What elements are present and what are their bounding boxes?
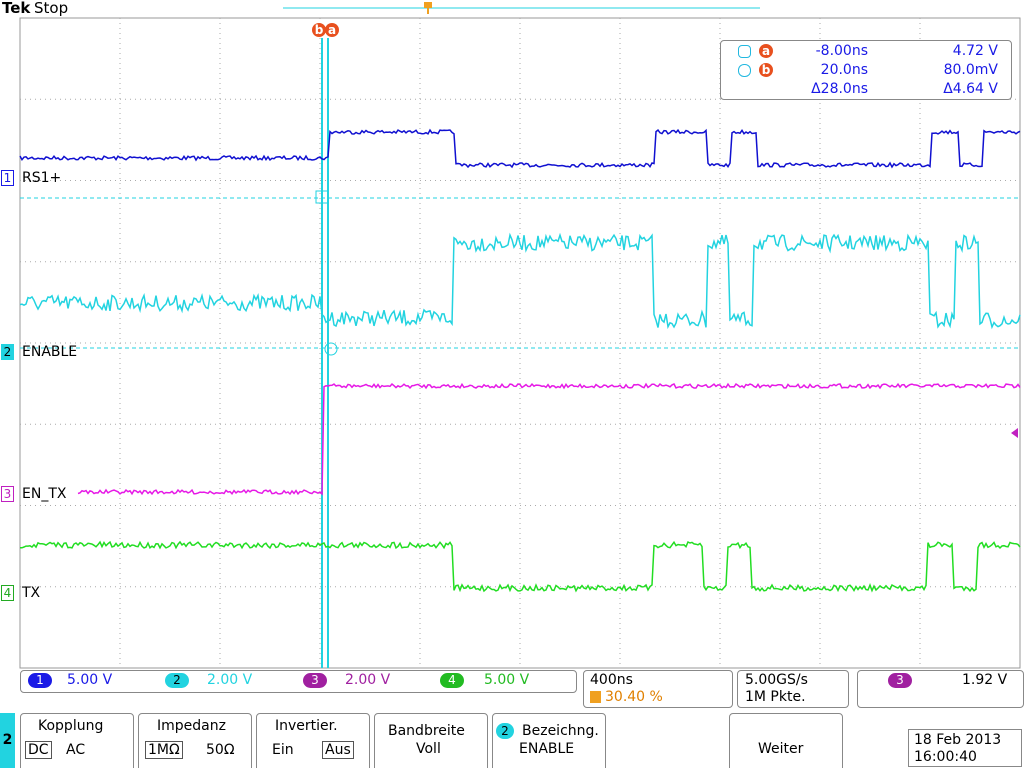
menu-title: Impedanz xyxy=(157,718,226,734)
trigger-level xyxy=(1011,428,1018,438)
channel-label: TX xyxy=(22,585,41,601)
menu-title: Weiter xyxy=(758,741,804,757)
readout-time: -8.00ns xyxy=(815,43,868,59)
delta-time: Δ28.0ns xyxy=(811,81,868,97)
menu-button xyxy=(374,713,488,768)
trigger-position: 30.40 % xyxy=(605,689,663,705)
status-channel: 1 xyxy=(28,673,52,688)
status-scale: 5.00 V xyxy=(67,672,113,688)
menu-value: Voll xyxy=(416,741,441,757)
menu-title: Invertier. xyxy=(275,718,338,734)
readout-icon xyxy=(738,64,751,77)
cursor-a-marker xyxy=(315,190,329,204)
channel-label: RS1+ xyxy=(22,170,62,186)
readout-value: 4.72 V xyxy=(952,43,998,59)
channel-label: EN_TX xyxy=(22,486,67,502)
menu-channel: 2 xyxy=(496,723,514,739)
status: Stop xyxy=(34,0,69,17)
option: 1MΩ xyxy=(145,741,183,759)
channel-number: 2 xyxy=(1,344,14,360)
option: 50Ω xyxy=(206,742,235,758)
trace xyxy=(19,128,1021,169)
channel-bar xyxy=(20,670,577,693)
status-scale: 2.00 V xyxy=(345,672,391,688)
trace xyxy=(77,382,1021,496)
sample-rate: 5.00GS/s xyxy=(745,672,808,688)
channel-label: ENABLE xyxy=(22,344,78,360)
readout-icon xyxy=(738,45,751,58)
acq-box xyxy=(737,670,849,708)
traces xyxy=(19,128,1021,593)
option: AC xyxy=(66,742,86,758)
trigger-position xyxy=(424,2,432,14)
menu-title: Bezeichng. xyxy=(522,723,599,739)
brand: Tek xyxy=(2,0,31,17)
channel-number: 4 xyxy=(1,585,14,601)
status-channel: 3 xyxy=(303,673,327,688)
readout-value: 80.0mV xyxy=(943,62,998,78)
status-scale: 5.00 V xyxy=(484,672,530,688)
option: Aus xyxy=(322,741,354,759)
date-box xyxy=(908,729,1022,767)
readout-time: 20.0ns xyxy=(820,62,868,78)
date: 18 Feb 2013 xyxy=(914,732,1002,748)
timebase-box xyxy=(583,670,733,708)
option: Ein xyxy=(272,742,294,758)
trigger-level: 1.92 V xyxy=(962,672,1008,688)
record-length: 1M Pkte. xyxy=(745,689,806,705)
status-channel: 2 xyxy=(165,673,189,688)
trigger-channel: 3 xyxy=(888,673,912,688)
menu-title: Kopplung xyxy=(38,718,104,734)
cursor-marker: a xyxy=(325,23,339,37)
menu-button xyxy=(492,713,606,768)
cursor-b-marker xyxy=(324,342,338,356)
readout-marker: b xyxy=(759,63,773,77)
option: DC xyxy=(25,741,52,759)
graticule xyxy=(20,18,1020,668)
menu-tab: 2 xyxy=(0,713,15,768)
trigger-box xyxy=(857,670,1024,708)
time: 16:00:40 xyxy=(914,749,977,765)
menu-title: Bandbreite xyxy=(388,723,465,739)
timebase: 400ns xyxy=(590,672,633,688)
channel-number: 1 xyxy=(1,170,14,186)
delta-value: Δ4.64 V xyxy=(943,81,998,97)
readout-marker: a xyxy=(759,44,773,58)
channel-number: 3 xyxy=(1,486,14,502)
trace xyxy=(19,232,1021,330)
cursor-marker: b xyxy=(312,23,326,37)
trace xyxy=(20,540,1021,593)
status-scale: 2.00 V xyxy=(207,672,253,688)
menu-value: ENABLE xyxy=(519,741,575,757)
status-channel: 4 xyxy=(440,673,464,688)
trigger-icon xyxy=(590,691,601,703)
menu-button[interactable] xyxy=(729,713,843,768)
